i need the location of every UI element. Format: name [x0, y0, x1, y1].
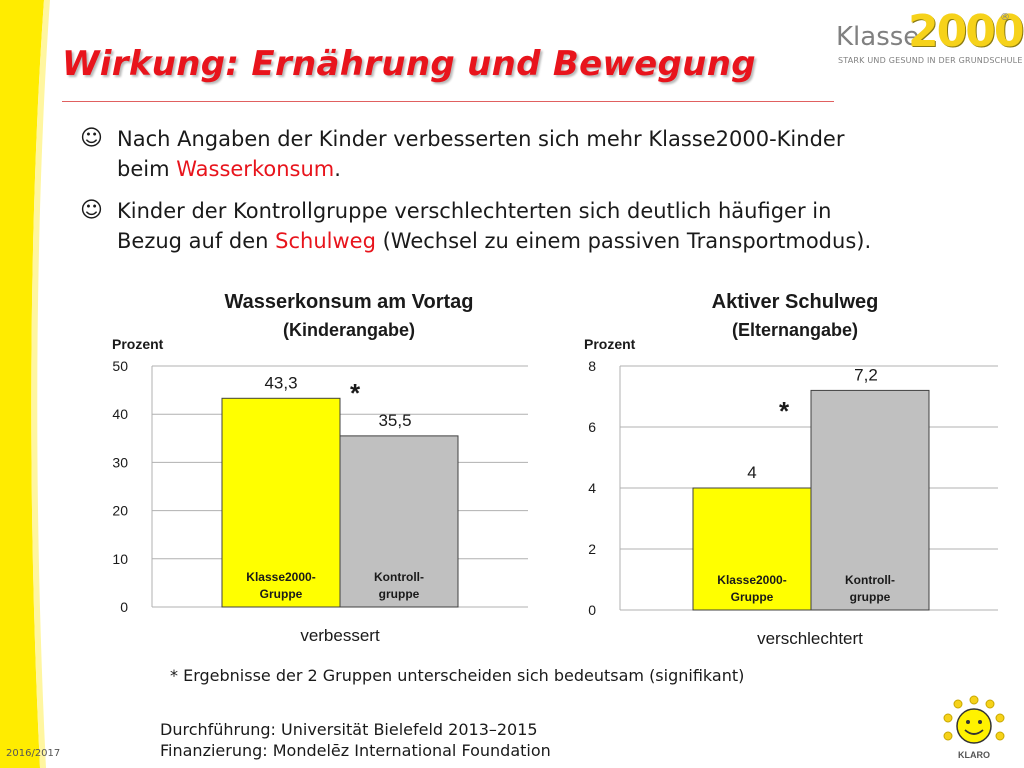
smiley-icon: ☺ — [80, 126, 103, 151]
bar-category-label: Klasse2000- — [717, 573, 786, 587]
chart-subtitle: (Elternangabe) — [732, 320, 858, 340]
klaro-mascot-icon: KLARO — [943, 695, 1005, 760]
bar-kontroll — [339, 435, 459, 608]
logo-registered-mark: ® — [1000, 12, 1010, 23]
chart-wasserkonsum: Wasserkonsum am Vortag (Kinderangabe) Proz… — [112, 291, 528, 645]
bar-category-label: Kontroll- — [845, 573, 895, 587]
bar-category-label: Gruppe — [260, 587, 303, 601]
bullet-line: Bezug auf den Schulweg (Wechsel zu einem… — [117, 226, 1017, 256]
y-tick-label: 10 — [112, 551, 128, 567]
bar-klasse2000 — [692, 487, 812, 611]
bullet-text-part: Bezug auf den — [117, 229, 276, 253]
bar-category-label: gruppe — [850, 590, 891, 604]
bar-category-label: gruppe — [379, 587, 420, 601]
bullet-line: Nach Angaben der Kinder verbesserten sic… — [117, 127, 845, 151]
bullet-highlight: Schulweg — [275, 229, 376, 253]
y-tick-label: 8 — [588, 358, 596, 374]
bullet-text-part: (Wechsel zu einem passiven Transportmodu… — [375, 229, 872, 253]
credit-durchfuehrung: Durchführung: Universität Bielefeld 2013… — [160, 720, 538, 739]
mascot-label: KLARO — [958, 750, 990, 760]
smiley-icon: ☺ — [80, 198, 103, 223]
significance-marker: * — [779, 396, 790, 426]
y-tick-label: 50 — [112, 358, 128, 374]
data-label: 35,5 — [378, 411, 411, 430]
significance-footnote: * Ergebnisse der 2 Gruppen unterscheiden… — [170, 666, 745, 685]
y-tick-label: 0 — [588, 602, 596, 618]
bullet-highlight: Wasserkonsum — [176, 157, 335, 181]
page-title: Wirkung: Ernährung und Bewegung — [62, 44, 756, 84]
bullet-text: Nach Angaben der Kinder verbesserten sic… — [117, 124, 1017, 184]
bar-category-label: Klasse2000- — [246, 570, 315, 584]
bar-category-label: Gruppe — [731, 590, 774, 604]
bullet-text-part: beim — [117, 157, 177, 181]
logo-word: Klasse — [836, 22, 920, 52]
chart-title: Aktiver Schulweg — [712, 291, 879, 313]
title-divider — [62, 101, 834, 102]
x-axis-label: verschlechtert — [757, 629, 863, 648]
x-axis-label: verbessert — [300, 626, 380, 645]
bar-klasse2000 — [221, 397, 341, 608]
y-axis-label: Prozent — [112, 336, 164, 352]
data-label: 4 — [747, 463, 756, 482]
y-tick-label: 40 — [112, 406, 128, 422]
bullet-line: beim Wasserkonsum. — [117, 154, 1017, 184]
y-tick-label: 2 — [588, 541, 596, 557]
bullet-text-part: . — [334, 157, 341, 181]
y-tick-label: 0 — [120, 599, 128, 615]
credit-finanzierung: Finanzierung: Mondelēz International Fou… — [160, 741, 551, 760]
data-label: 7,2 — [854, 365, 878, 384]
data-label: 43,3 — [264, 373, 297, 392]
bullet-text: Kinder der Kontrollgruppe verschlechtert… — [117, 196, 1017, 256]
bullet-line: Kinder der Kontrollgruppe verschlechtert… — [117, 199, 832, 223]
logo-tagline: STARK UND GESUND IN DER GRUNDSCHULE — [838, 56, 1023, 65]
y-tick-label: 20 — [112, 503, 128, 519]
year-label: 2016/2017 — [6, 748, 61, 759]
y-tick-label: 30 — [112, 454, 128, 470]
y-tick-label: 4 — [588, 480, 596, 496]
y-tick-label: 6 — [588, 419, 596, 435]
significance-marker: * — [350, 378, 361, 408]
chart-schulweg: Aktiver Schulweg (Elternangabe) Prozent 0 2 4… — [584, 291, 998, 648]
y-axis-label: Prozent — [584, 336, 636, 352]
chart-subtitle: (Kinderangabe) — [283, 320, 415, 340]
bar-kontroll — [810, 389, 930, 611]
logo-number: 2000 — [908, 6, 1024, 57]
chart-title: Wasserkonsum am Vortag — [225, 291, 474, 313]
bar-category-label: Kontroll- — [374, 570, 424, 584]
